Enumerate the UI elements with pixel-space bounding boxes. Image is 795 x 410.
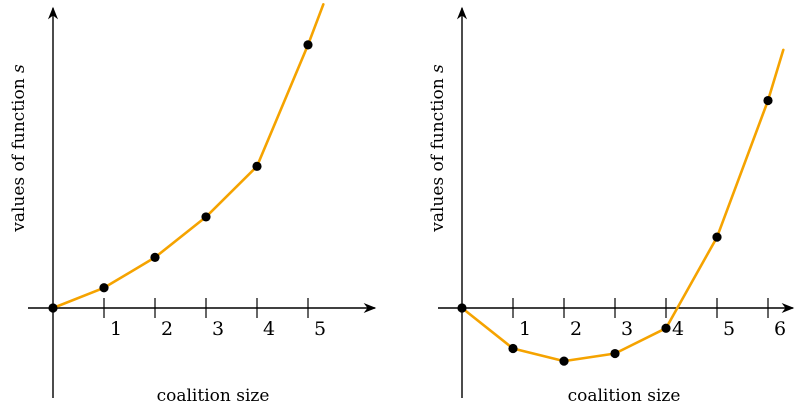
- x-tick-label-3: 3: [621, 318, 633, 340]
- x-axis-label: coalition size: [568, 386, 681, 406]
- data-point-4: [661, 323, 671, 333]
- data-point-2: [150, 252, 160, 262]
- data-point-5: [712, 232, 722, 242]
- data-point-6: [763, 95, 773, 106]
- series-line: [51, 3, 325, 310]
- data-point-2: [559, 356, 569, 366]
- x-tick-label-2: 2: [161, 318, 173, 340]
- x-tick-label-4: 4: [263, 318, 275, 340]
- data-point-1: [508, 343, 518, 354]
- x-tick-label-3: 3: [212, 318, 224, 340]
- y-axis-label: values of function s: [428, 64, 448, 233]
- x-tick-label-4: 4: [672, 318, 684, 340]
- chart-left: 1 2 3 4 5 coalition size values of function s: [9, 3, 377, 406]
- x-tick-label-1: 1: [110, 318, 122, 340]
- series-line: [460, 48, 785, 363]
- data-point-3: [610, 348, 620, 359]
- x-tick-label-5: 5: [314, 318, 326, 340]
- data-point-5: [303, 40, 313, 50]
- data-point-1: [99, 283, 109, 293]
- data-point-3: [201, 212, 211, 222]
- x-tick-label-1: 1: [519, 318, 531, 340]
- data-point-0: [457, 303, 467, 313]
- chart-right: 1 2 3 4 5 6 coalition size values of function s: [428, 6, 795, 406]
- y-axis-label: values of function s: [9, 64, 29, 233]
- x-tick-label-2: 2: [570, 318, 582, 340]
- data-point-0: [48, 303, 58, 313]
- data-point-4: [252, 161, 262, 171]
- x-axis-label: coalition size: [157, 386, 270, 406]
- x-tick-label-6: 6: [774, 318, 786, 340]
- x-tick-label-5: 5: [723, 318, 735, 340]
